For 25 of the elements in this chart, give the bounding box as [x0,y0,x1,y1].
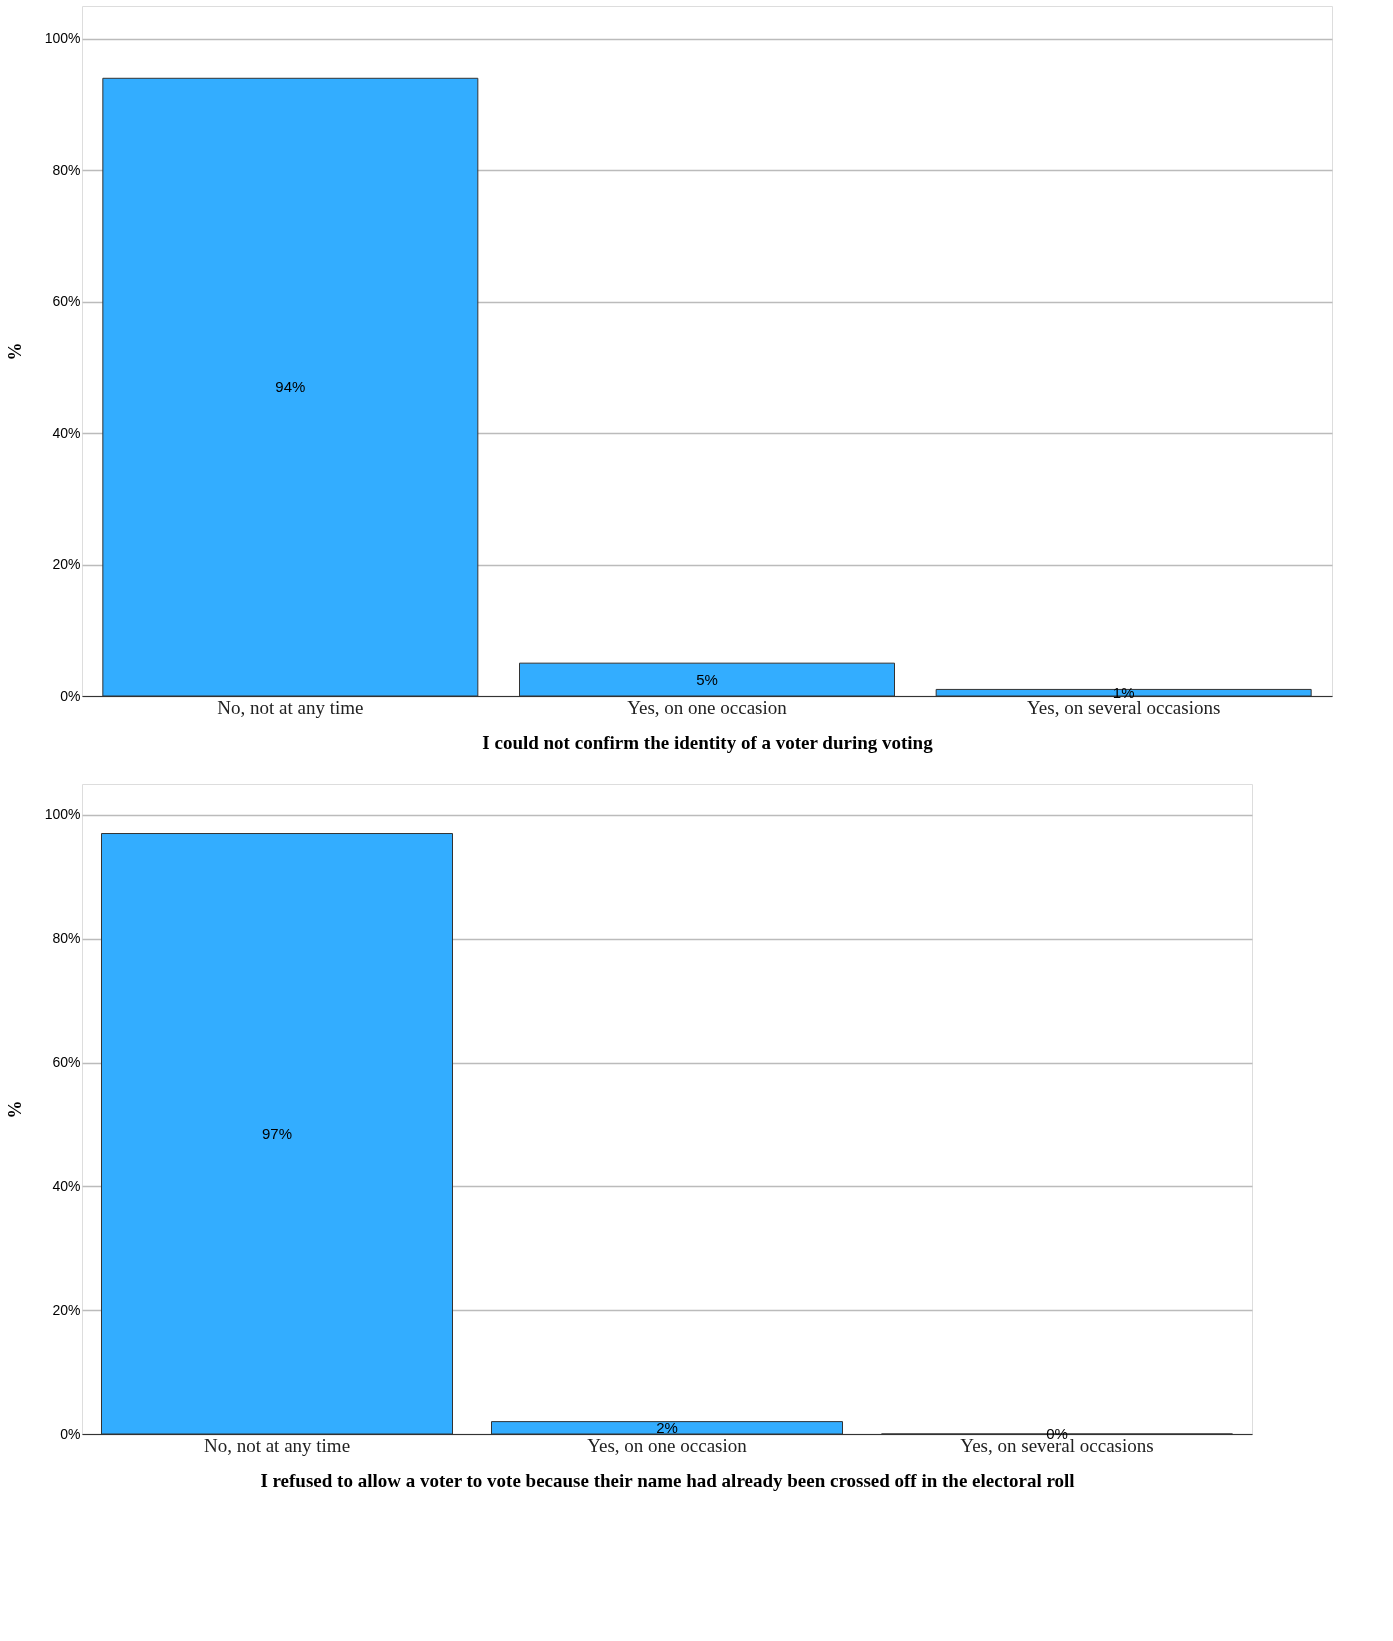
y-axis-title: % [4,342,25,361]
y-tick-label: 0% [60,687,81,704]
data-label: 2% [656,1418,678,1436]
y-axis-title: % [4,1100,25,1119]
x-tick-label: Yes, on several occasions [1027,696,1221,718]
x-axis-title: I could not confirm the identity of a voter during voting [482,731,934,753]
y-tick-label: 80% [52,161,81,178]
y-tick-label: 0% [60,1425,81,1442]
data-label: 97% [261,1124,293,1142]
x-axis-title: I refused to allow a voter to vote because their name had already been crossed off in the electoral roll [260,1469,1075,1491]
y-tick-label: 100% [44,30,81,47]
y-tick-label: 40% [52,424,81,441]
x-tick-label: Yes, on one occasion [587,1434,748,1456]
y-tick-label: 20% [52,556,81,573]
y-tick-label: 60% [52,1054,81,1071]
y-tick-label: 20% [52,1301,81,1318]
y-tick-label: 40% [52,1177,81,1194]
data-label: 94% [275,378,306,396]
x-tick-label: No, not at any time [217,696,364,718]
data-label: 5% [696,670,718,688]
y-tick-label: 100% [44,806,81,823]
x-tick-label: Yes, on one occasion [627,696,788,718]
x-tick-label: No, not at any time [203,1434,351,1456]
y-tick-label: 80% [52,930,81,947]
y-tick-label: 60% [52,293,81,310]
